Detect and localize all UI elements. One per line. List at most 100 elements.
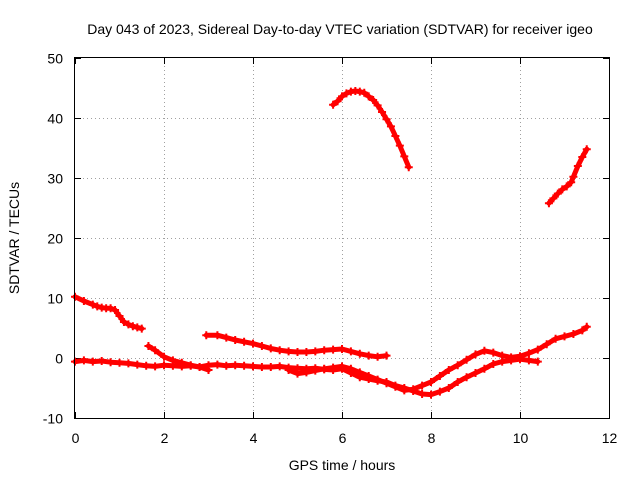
data-point bbox=[240, 361, 249, 370]
data-point bbox=[329, 345, 338, 354]
data-point bbox=[489, 360, 498, 368]
x-tick-label: 2 bbox=[161, 430, 169, 446]
x-tick-label: 8 bbox=[428, 430, 436, 446]
data-point bbox=[257, 363, 266, 371]
data-point bbox=[133, 323, 142, 332]
data-point bbox=[160, 361, 168, 370]
data-point bbox=[553, 189, 562, 198]
data-point bbox=[418, 390, 427, 398]
data-point bbox=[404, 163, 413, 172]
data-point bbox=[249, 362, 257, 371]
series-arc-3 bbox=[144, 342, 213, 374]
data-point bbox=[231, 336, 240, 344]
series-line bbox=[546, 146, 590, 206]
data-point bbox=[128, 322, 137, 331]
data-point bbox=[195, 363, 204, 371]
data-point bbox=[360, 88, 369, 97]
data-point bbox=[320, 346, 329, 355]
data-point bbox=[578, 153, 587, 161]
data-point bbox=[355, 368, 364, 377]
data-point bbox=[151, 346, 160, 355]
y-axis-label: SDTVAR / TECUs bbox=[6, 182, 22, 294]
data-point bbox=[302, 368, 311, 377]
data-point bbox=[551, 334, 560, 343]
data-point bbox=[444, 384, 453, 392]
data-point bbox=[119, 318, 128, 326]
data-point bbox=[444, 366, 453, 374]
data-point bbox=[427, 390, 435, 399]
data-point bbox=[124, 359, 133, 368]
data-point bbox=[453, 378, 462, 386]
data-point bbox=[275, 346, 284, 355]
data-point bbox=[275, 362, 284, 371]
x-tick-label: 0 bbox=[72, 430, 80, 446]
series-arc-7 bbox=[544, 145, 591, 208]
data-point bbox=[333, 97, 342, 106]
data-point bbox=[560, 332, 569, 341]
data-point bbox=[355, 87, 364, 96]
data-point bbox=[177, 358, 186, 367]
data-point bbox=[544, 199, 553, 208]
y-tick-label: 20 bbox=[47, 231, 63, 247]
data-point bbox=[573, 162, 582, 170]
data-point bbox=[400, 386, 409, 395]
data-point bbox=[480, 346, 489, 355]
data-point bbox=[549, 194, 558, 203]
data-point bbox=[240, 337, 249, 346]
y-tick-label: 30 bbox=[47, 171, 63, 187]
data-point bbox=[213, 360, 222, 369]
data-point bbox=[373, 375, 382, 384]
data-point bbox=[533, 345, 542, 354]
data-point bbox=[427, 378, 435, 386]
series-arc-1 bbox=[71, 292, 146, 333]
axis-ticks: 0 2 4 6 8 10 12 -10 0 10 20 30 40 50 bbox=[43, 51, 618, 447]
data-point bbox=[489, 348, 498, 357]
data-point bbox=[373, 101, 382, 110]
data-point bbox=[137, 324, 146, 333]
data-point bbox=[569, 330, 578, 338]
x-tick-label: 6 bbox=[339, 430, 347, 446]
data-point bbox=[293, 348, 302, 356]
data-point bbox=[338, 362, 346, 371]
data-point bbox=[266, 363, 275, 371]
data-point bbox=[293, 369, 302, 378]
x-tick-label: 10 bbox=[513, 430, 529, 446]
y-tick-label: -10 bbox=[43, 411, 63, 427]
data-point bbox=[418, 381, 427, 390]
data-point bbox=[342, 89, 351, 98]
y-tick-label: 0 bbox=[55, 351, 63, 367]
data-point bbox=[222, 361, 231, 370]
data-point bbox=[88, 300, 97, 309]
data-point bbox=[569, 172, 578, 181]
data-point bbox=[311, 347, 320, 356]
data-point bbox=[257, 342, 266, 350]
data-point bbox=[106, 358, 115, 367]
data-point bbox=[266, 344, 275, 353]
data-point bbox=[133, 360, 142, 369]
data-point bbox=[369, 96, 378, 104]
data-point bbox=[222, 333, 231, 342]
data-point bbox=[115, 358, 124, 367]
data-point bbox=[115, 312, 124, 320]
data-point bbox=[204, 366, 213, 374]
y-tick-label: 50 bbox=[47, 51, 63, 67]
data-point bbox=[524, 349, 533, 358]
data-point bbox=[111, 306, 120, 314]
data-point bbox=[106, 304, 115, 313]
data-point bbox=[567, 178, 576, 187]
data-point bbox=[346, 347, 355, 356]
data-point bbox=[395, 141, 404, 150]
data-point bbox=[373, 352, 382, 361]
data-point bbox=[533, 357, 542, 366]
data-point bbox=[382, 379, 391, 388]
data-point bbox=[480, 364, 489, 373]
data-point bbox=[144, 342, 153, 350]
data-point bbox=[124, 320, 133, 329]
data-point bbox=[382, 351, 391, 360]
data-point bbox=[471, 350, 480, 359]
data-point bbox=[249, 339, 257, 348]
data-point bbox=[391, 382, 400, 391]
data-point bbox=[453, 361, 462, 370]
